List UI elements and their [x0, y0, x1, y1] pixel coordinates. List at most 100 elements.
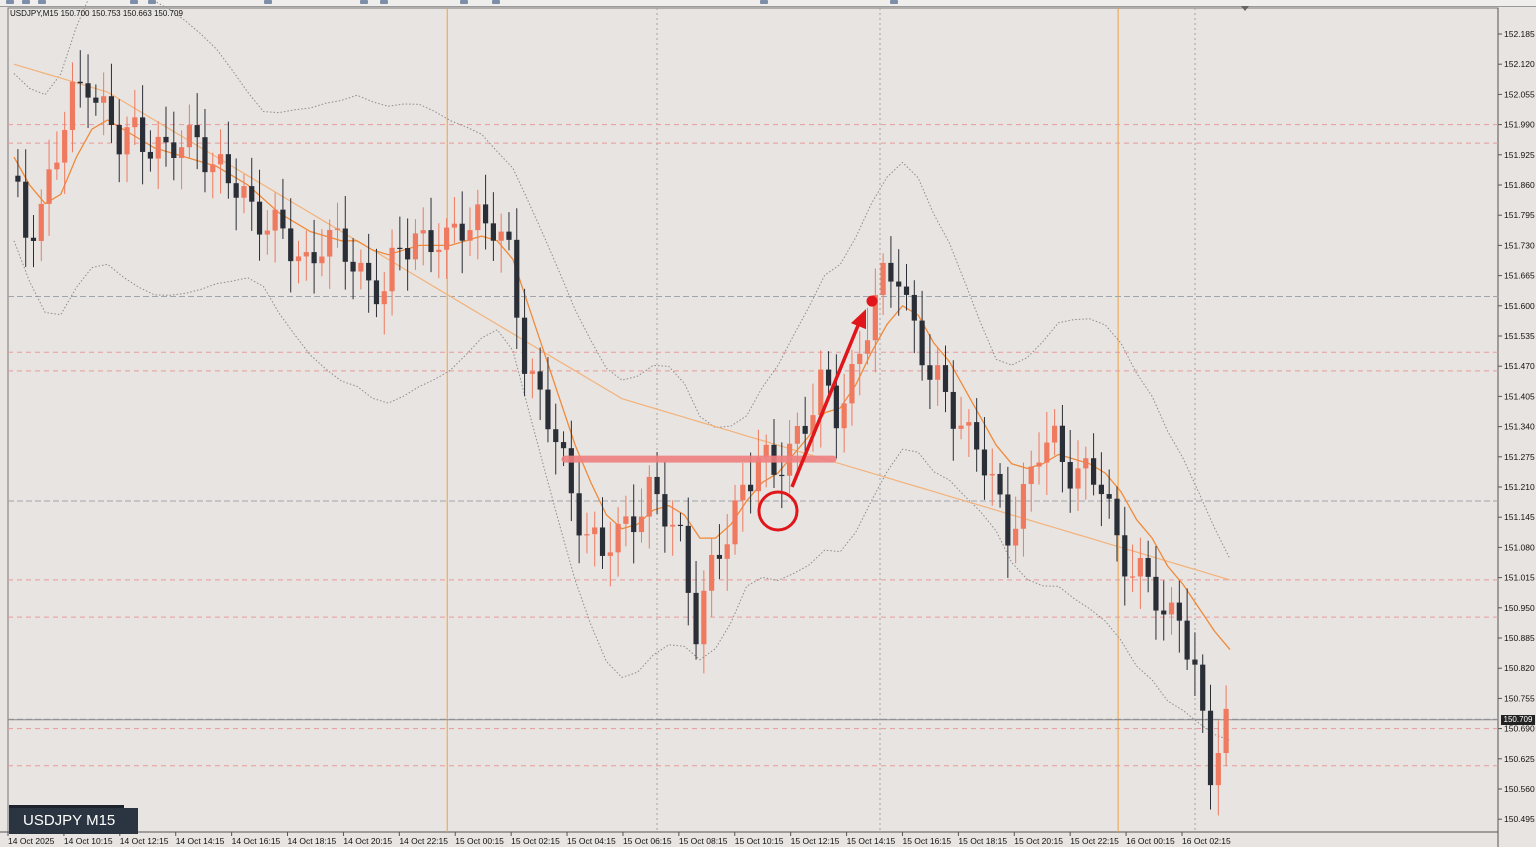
bull-candle — [178, 147, 185, 158]
bull-candle — [46, 169, 52, 204]
bear-candle — [631, 516, 637, 533]
bear-candle — [568, 448, 574, 494]
bull-candle — [412, 233, 419, 260]
chart-info: USDJPY,M15 150.700 150.753 150.663 150.7… — [10, 9, 183, 18]
bull-candle — [1137, 557, 1143, 577]
symbol-watermark: USDJPY M15 — [9, 808, 138, 834]
toolbar-icon[interactable] — [760, 0, 768, 4]
bear-candle — [1176, 602, 1182, 621]
moving-average-fast — [13, 119, 1231, 651]
time-tick-label: 14 Oct 18:15 — [288, 836, 337, 846]
bull-candle — [724, 544, 730, 559]
price-tick-label: 150.950 — [1504, 603, 1535, 613]
bear-candle — [950, 391, 956, 429]
plot-frame — [7, 7, 1499, 833]
bear-candle — [350, 261, 356, 272]
bull-candle — [54, 162, 60, 170]
bear-candle — [553, 429, 559, 443]
bear-candle — [685, 525, 691, 593]
toolbar-icon[interactable] — [22, 0, 30, 4]
axis-layer: 152.185 152.120 152.055 151.990 151.925 151.8… — [7, 29, 1535, 846]
bull-candle — [264, 230, 270, 235]
time-tick-label: 14 Oct 22:15 — [399, 836, 448, 846]
bull-candle — [1052, 425, 1058, 443]
time-tick-label: 14 Oct 12:15 — [120, 836, 169, 846]
bull-candle — [872, 294, 878, 341]
time-tick-label: 14 Oct 20:15 — [343, 836, 392, 846]
toolbar-icon[interactable] — [6, 0, 14, 4]
bull-candle — [935, 365, 941, 380]
bull-candle — [303, 252, 309, 257]
target-arrow-shaft — [790, 317, 863, 488]
shift-marker-icon — [1241, 6, 1249, 11]
bull-candle — [584, 534, 590, 536]
bear-candle — [927, 365, 933, 380]
bull-candle — [709, 554, 715, 591]
price-tick-label: 150.625 — [1504, 754, 1535, 764]
price-axis-panel — [1498, 8, 1536, 847]
bull-candle — [1075, 468, 1081, 489]
bear-candle — [311, 252, 317, 264]
bull-candle — [849, 363, 855, 404]
horizontal-levels — [8, 124, 1498, 767]
price-tick-label: 150.820 — [1504, 663, 1535, 673]
toolbar-icon[interactable] — [130, 0, 138, 4]
toolbar-icon[interactable] — [38, 0, 46, 4]
bear-candle — [677, 524, 684, 527]
bull-candle — [1013, 528, 1019, 546]
price-tick-label: 152.185 — [1504, 29, 1535, 39]
price-tick-label: 151.795 — [1504, 210, 1535, 220]
bull-candle — [701, 590, 707, 645]
price-tick-label: 151.080 — [1504, 542, 1535, 552]
bear-candle — [108, 96, 115, 125]
toolbar-icon[interactable] — [460, 0, 468, 4]
bull-candle — [818, 369, 824, 416]
toolbar-strip — [0, 0, 1536, 7]
toolbar-icon[interactable] — [264, 0, 272, 4]
bull-candle — [1083, 458, 1089, 469]
bull-candle — [381, 291, 387, 305]
bear-candle — [919, 320, 925, 366]
bull-candle — [69, 81, 76, 131]
bull-candle — [615, 523, 621, 553]
toolbar-icon[interactable] — [360, 0, 368, 4]
bull-candle — [319, 256, 325, 264]
bear-candle — [1207, 710, 1214, 786]
bear-candle — [654, 476, 660, 495]
time-tick-label: 14 Oct 10:15 — [64, 836, 113, 846]
bear-candle — [405, 248, 411, 260]
grid-layer — [0, 6, 1536, 847]
toolbar-icon[interactable] — [380, 0, 388, 4]
bear-candle — [280, 209, 286, 229]
bear-candle — [1106, 494, 1112, 499]
bear-candle — [662, 494, 668, 527]
bull-candle — [794, 425, 800, 444]
toolbar-icon[interactable] — [890, 0, 898, 4]
bull-candle — [217, 154, 224, 165]
bear-candle — [1090, 458, 1097, 485]
bear-candle — [942, 365, 949, 392]
bear-candle — [903, 286, 910, 295]
bear-candle — [576, 493, 582, 536]
price-tick-label: 151.015 — [1504, 573, 1535, 583]
bear-candle — [716, 554, 723, 559]
bull-candle — [529, 371, 535, 374]
bull-candle — [295, 256, 302, 262]
bear-candle — [140, 117, 146, 152]
bull-candle — [420, 230, 426, 234]
bear-candle — [194, 125, 200, 138]
bull-candle — [155, 136, 161, 159]
bear-candle — [342, 228, 348, 262]
time-tick-label: 14 Oct 14:15 — [176, 836, 225, 846]
bear-candle — [428, 230, 434, 253]
toolbar-icon[interactable] — [148, 0, 156, 4]
price-tick-label: 151.600 — [1504, 301, 1535, 311]
bear-candle — [1200, 664, 1206, 711]
toolbar-icon[interactable] — [492, 0, 500, 4]
bull-candle — [1168, 602, 1175, 615]
bull-candle — [467, 230, 473, 241]
bull-candle — [210, 164, 216, 173]
bear-candle — [1067, 461, 1073, 489]
badge-shadow — [9, 805, 124, 808]
